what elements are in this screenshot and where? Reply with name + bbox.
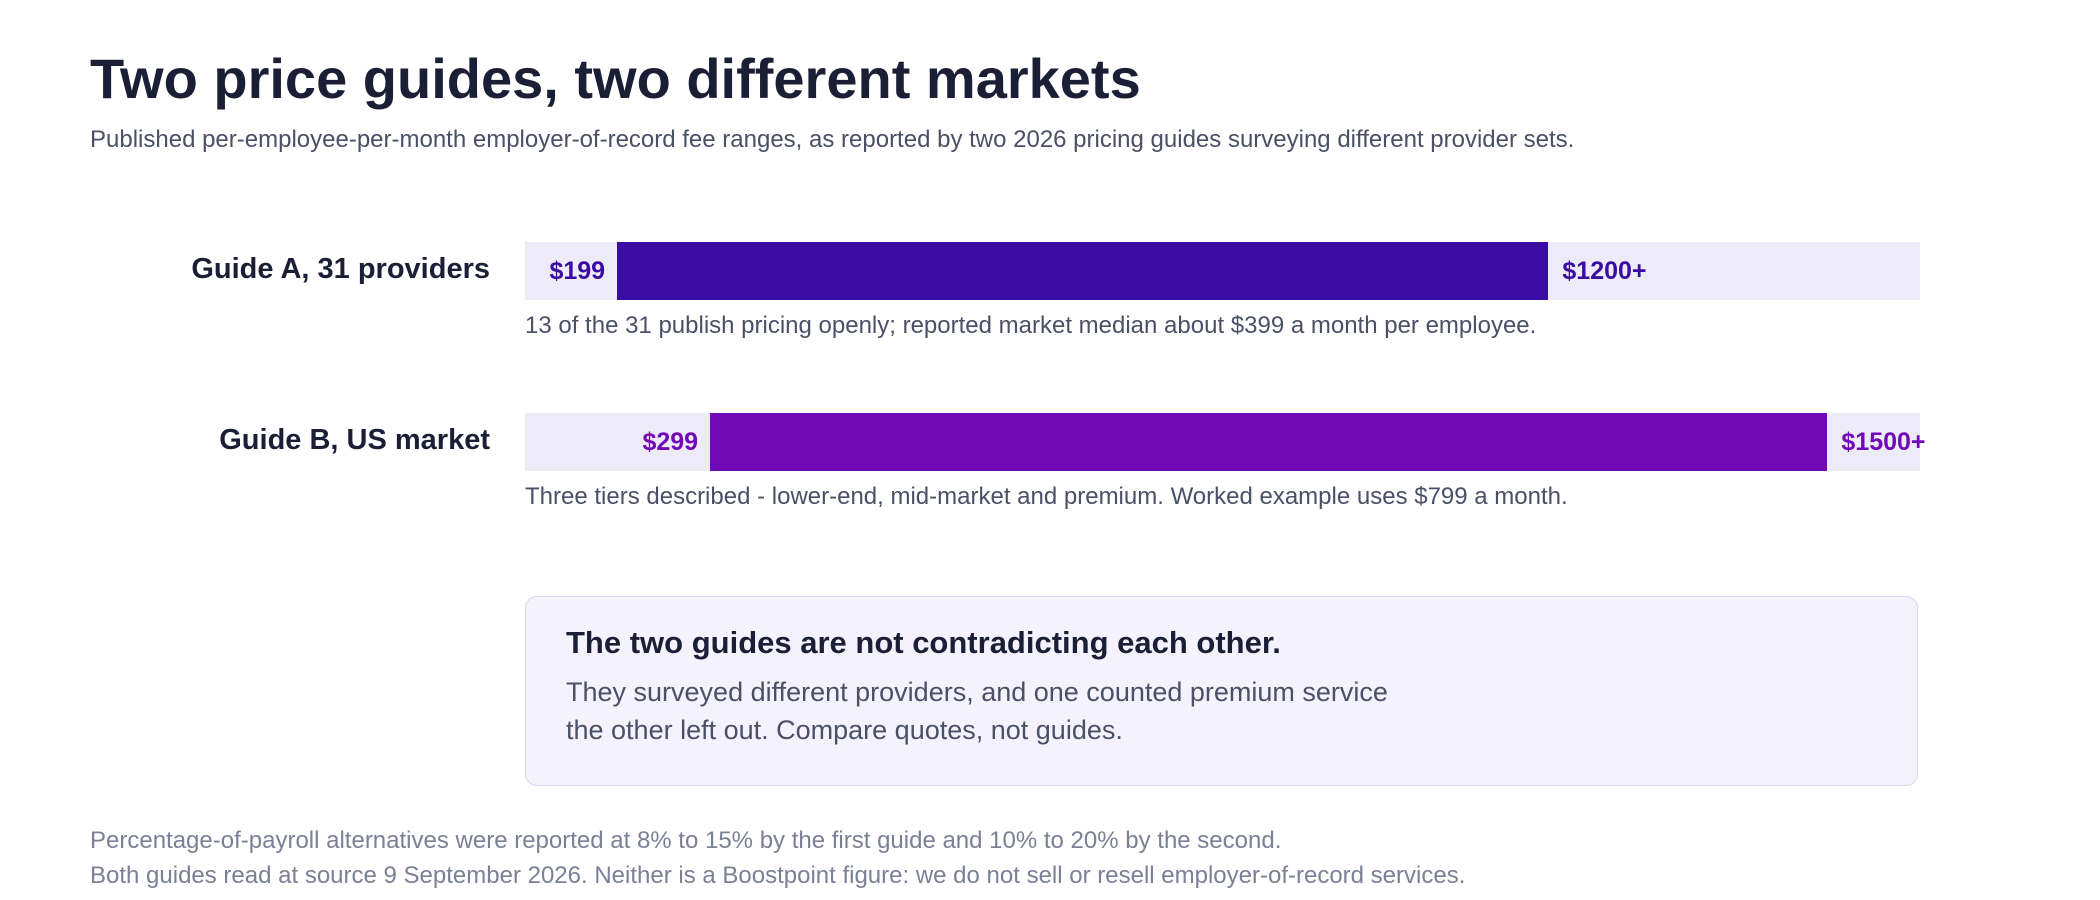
range-bar-guide-a <box>617 242 1548 300</box>
note-guide-a: 13 of the 31 publish pricing openly; rep… <box>525 312 1537 339</box>
note-guide-b: Three tiers described - lower-end, mid-m… <box>525 483 1568 510</box>
row-label-guide-a: Guide A, 31 providers <box>191 253 490 285</box>
footnote-line-2: Both guides read at source 9 September 2… <box>90 862 1466 889</box>
high-label-guide-b: $1500+ <box>1841 428 1926 456</box>
chart-subtitle: Published per-employee-per-month employe… <box>90 126 1575 153</box>
callout-body: They surveyed different providers, and o… <box>566 673 1466 749</box>
low-label-guide-b: $299 <box>642 428 699 456</box>
callout-box: The two guides are not contradicting eac… <box>525 596 1918 786</box>
callout-body-line-2: the other left out. Compare quotes, not … <box>566 715 1123 745</box>
range-bar-guide-b <box>710 413 1827 471</box>
range-track-guide-a: $199 $1200+ <box>525 242 1920 300</box>
low-label-guide-a: $199 <box>549 257 606 285</box>
chart-title: Two price guides, two different markets <box>90 47 1141 110</box>
high-label-guide-a: $1200+ <box>1562 257 1647 285</box>
footnote-line-1: Percentage-of-payroll alternatives were … <box>90 827 1282 854</box>
row-label-guide-b: Guide B, US market <box>219 424 490 456</box>
callout-heading: The two guides are not contradicting eac… <box>566 625 1281 660</box>
callout-body-line-1: They surveyed different providers, and o… <box>566 677 1388 707</box>
range-track-guide-b: $299 $1500+ <box>525 413 1926 471</box>
